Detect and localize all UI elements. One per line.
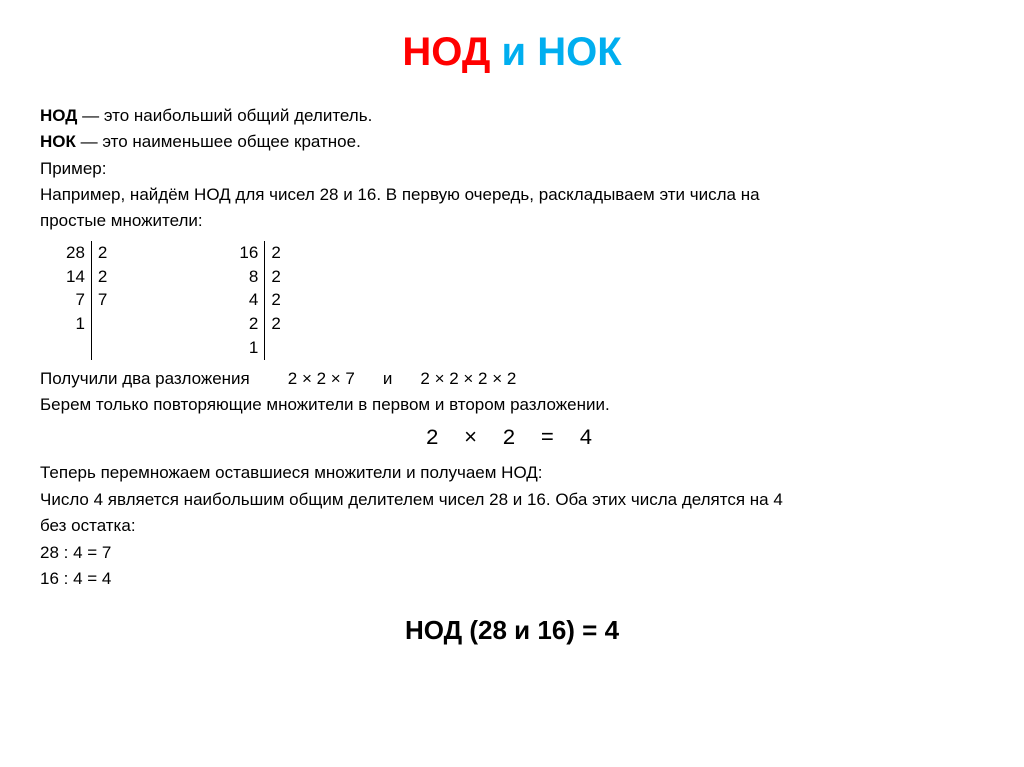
gcd-line-2: без остатка:	[40, 513, 984, 539]
factor-table-28: 28 14 7 1 2 2 7	[60, 241, 113, 360]
def-nok-text: — это наименьшее общее кратное.	[76, 132, 361, 151]
fb-l-1: 8	[249, 265, 258, 289]
decomp-mid: и	[383, 366, 393, 392]
result-line: НОД (28 и 16) = 4	[40, 610, 984, 650]
def-nod-label: НОД	[40, 106, 77, 125]
fa-l-0: 28	[66, 241, 85, 265]
title-part-nod: НОД	[402, 30, 490, 74]
fb-r-3: 2	[271, 312, 280, 336]
check-2: 16 : 4 = 4	[40, 566, 984, 592]
example-intro-2: простые множители:	[40, 208, 984, 234]
fb-r-1: 2	[271, 265, 280, 289]
fb-r-0: 2	[271, 241, 280, 265]
fb-l-3: 2	[249, 312, 258, 336]
fa-l-1: 14	[66, 265, 85, 289]
decomp-expr-b: 2 × 2 × 2 × 2	[420, 366, 516, 392]
example-heading: Пример:	[40, 156, 984, 182]
fb-l-4: 1	[249, 336, 258, 360]
def-nok-label: НОК	[40, 132, 76, 151]
check-1: 28 : 4 = 7	[40, 540, 984, 566]
title-conj: и	[490, 30, 537, 74]
factorization-block: 28 14 7 1 2 2 7 16 8 4 2 1	[60, 241, 984, 360]
centered-expression: 2 × 2 = 4	[40, 422, 984, 456]
title-part-nok: НОК	[537, 30, 621, 74]
factor-table-16: 16 8 4 2 1 2 2 2 2	[233, 241, 286, 360]
fa-r-2: 7	[98, 288, 107, 312]
fa-l-3: 1	[75, 312, 84, 336]
decomp-pre: Получили два разложения	[40, 366, 250, 392]
fa-l-2: 7	[75, 288, 84, 312]
slide-title: НОД и НОК	[40, 30, 984, 75]
def-nod: НОД — это наибольший общий делитель.	[40, 103, 984, 129]
decomp-expr-a: 2 × 2 × 7	[288, 366, 355, 392]
fb-r-2: 2	[271, 288, 280, 312]
fa-r-1: 2	[98, 265, 107, 289]
fa-r-0: 2	[98, 241, 107, 265]
multiply-line: Теперь перемножаем оставшиеся множители …	[40, 460, 984, 486]
gcd-line-1: Число 4 является наибольшим общим делите…	[40, 487, 984, 513]
def-nok: НОК — это наименьшее общее кратное.	[40, 129, 984, 155]
fb-l-2: 4	[249, 288, 258, 312]
def-nod-text: — это наибольший общий делитель.	[77, 106, 372, 125]
example-intro-1: Например, найдём НОД для чисел 28 и 16. …	[40, 182, 984, 208]
take-line: Берем только повторяющие множители в пер…	[40, 392, 984, 418]
fb-l-0: 16	[239, 241, 258, 265]
decomposition-line: Получили два разложения 2 × 2 × 7 и 2 × …	[40, 366, 984, 392]
